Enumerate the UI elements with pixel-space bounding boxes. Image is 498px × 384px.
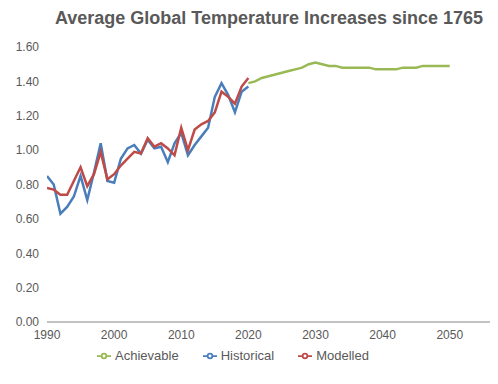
- svg-text:2000: 2000: [101, 328, 128, 342]
- svg-text:0.60: 0.60: [16, 212, 40, 226]
- svg-text:2010: 2010: [168, 328, 195, 342]
- svg-text:0.00: 0.00: [16, 315, 40, 329]
- html-text:Modelled: Modelled: [316, 348, 369, 363]
- svg-text:2040: 2040: [369, 328, 396, 342]
- html-text:Average Global Temperature Inc: Average Global Temperature Increases sin…: [54, 8, 484, 28]
- svg-text:2050: 2050: [436, 328, 463, 342]
- html-text:Historical: Historical: [220, 348, 275, 363]
- svg-text:1.40: 1.40: [16, 75, 40, 89]
- svg-text:1.00: 1.00: [16, 143, 40, 157]
- svg-text:2020: 2020: [235, 328, 262, 342]
- html-text:Achievable: Achievable: [115, 348, 179, 363]
- svg-text:0.40: 0.40: [16, 247, 40, 261]
- svg-text:1.60: 1.60: [16, 40, 40, 54]
- svg-text:1990: 1990: [34, 328, 61, 342]
- svg-text:0.80: 0.80: [16, 178, 40, 192]
- svg-text:0.20: 0.20: [16, 281, 40, 295]
- svg-text:2030: 2030: [302, 328, 329, 342]
- svg-text:1.20: 1.20: [16, 109, 40, 123]
